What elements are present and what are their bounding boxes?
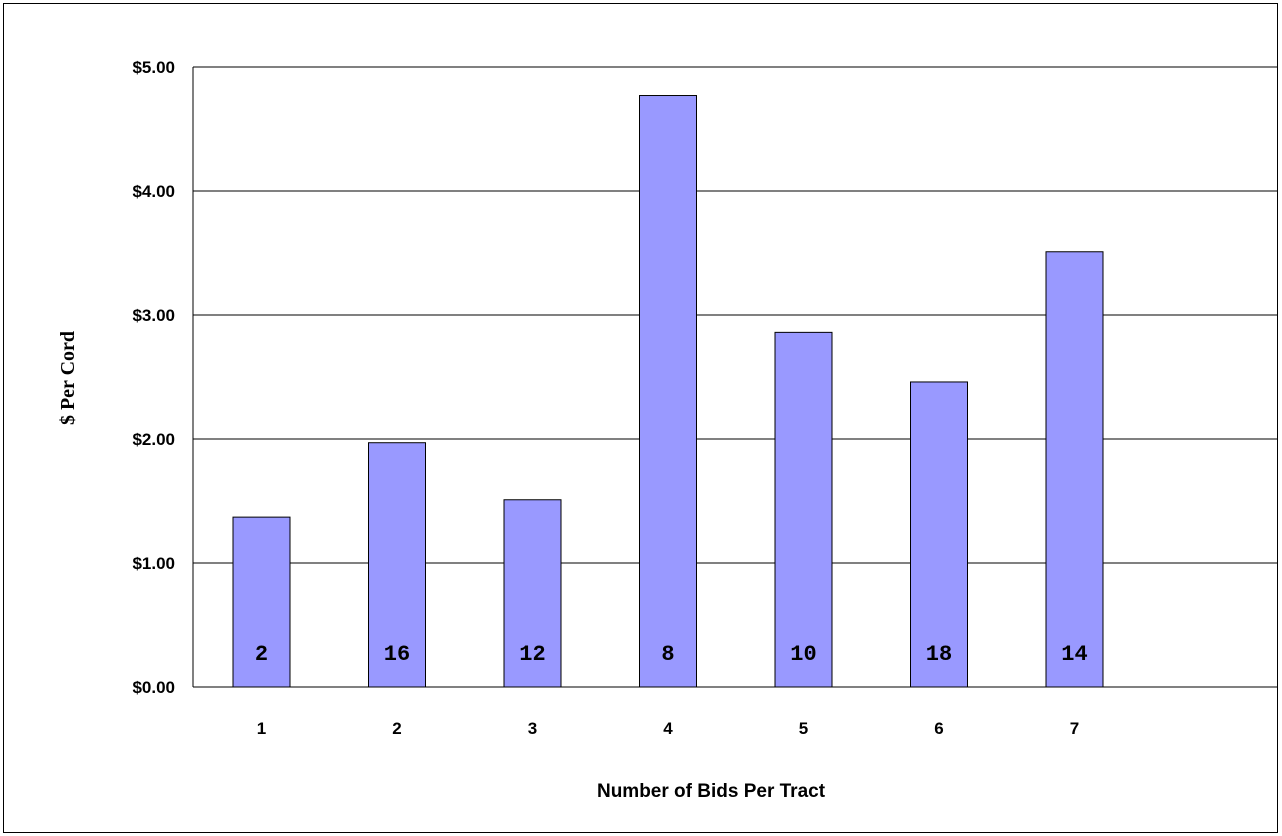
y-tick-label: $5.00 [132, 58, 175, 77]
bars [232, 95, 1104, 688]
x-tick-label: 5 [799, 719, 808, 738]
bar [910, 381, 968, 688]
y-tick-label: $3.00 [132, 306, 175, 325]
y-tick-label: $4.00 [132, 182, 175, 201]
x-tick-label: 4 [663, 719, 673, 738]
y-tick-label: $1.00 [132, 554, 175, 573]
y-axis-title: $ Per Cord [57, 331, 79, 425]
y-tick-label: $2.00 [132, 430, 175, 449]
bar-data-label: 2 [255, 642, 268, 667]
y-tick-label: $0.00 [132, 678, 175, 697]
bar-data-label: 10 [790, 642, 816, 667]
gridlines [192, 66, 1277, 688]
bar [639, 95, 697, 688]
bar-data-label: 8 [661, 642, 674, 667]
x-tick-label: 3 [528, 719, 537, 738]
x-axis-title: Number of Bids Per Tract [597, 781, 826, 802]
bar [503, 499, 562, 688]
bar-data-label: 12 [519, 642, 545, 667]
x-tick-label: 7 [1070, 719, 1079, 738]
bar-data-label: 14 [1061, 642, 1087, 667]
bar-data-label: 18 [926, 642, 952, 667]
bar [774, 331, 833, 688]
x-tick-label: 2 [392, 719, 401, 738]
y-axis-tick-labels: $0.00 $1.00 $2.00 $3.00 $4.00 $5.00 [132, 58, 175, 697]
x-tick-label: 6 [934, 719, 943, 738]
x-axis-tick-labels: 1 2 3 4 5 6 7 [257, 719, 1079, 738]
bar [232, 516, 291, 688]
x-tick-label: 1 [257, 719, 266, 738]
bar [368, 442, 426, 688]
bar [1045, 251, 1104, 688]
bar-data-label: 16 [384, 642, 410, 667]
bar-data-labels: 2 16 12 8 10 18 14 [255, 642, 1088, 667]
